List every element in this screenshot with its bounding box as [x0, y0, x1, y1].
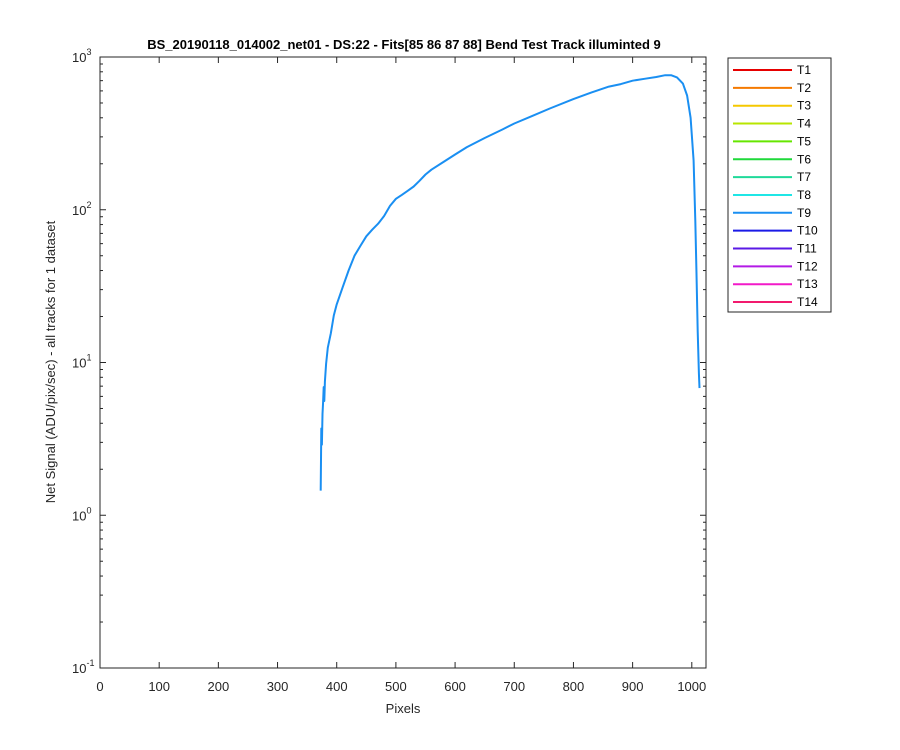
- chart-title: BS_20190118_014002_net01 - DS:22 - Fits[…: [147, 37, 661, 52]
- x-tick-label: 1000: [677, 679, 706, 694]
- x-axis-label: Pixels: [386, 701, 421, 716]
- legend-items: T1 T2 T3 T4 T5 T6 T7 T8 T9 T10 T11 T12 T13 T14: [733, 63, 818, 309]
- x-tick-label: 600: [444, 679, 466, 694]
- series-layer: [319, 74, 701, 491]
- legend-label-t10: T10: [797, 224, 818, 238]
- axes-box: [99, 56, 707, 669]
- x-tick-label: 0: [96, 679, 103, 694]
- x-tick-label: 800: [563, 679, 585, 694]
- y-tick-exponent: 1: [86, 353, 91, 363]
- legend-label-t1: T1: [797, 63, 811, 77]
- y-tick-exponent: 2: [86, 200, 91, 210]
- y-tick-label: 103: [72, 47, 91, 65]
- legend-label-t8: T8: [797, 188, 811, 202]
- y-tick-base: 10: [72, 50, 86, 65]
- y-tick-exponent: 3: [86, 47, 91, 57]
- legend-label-t14: T14: [797, 295, 818, 309]
- x-tick-label: 500: [385, 679, 407, 694]
- x-axis: 0 100 200 300 400 500 600 700 800 900 1000: [96, 57, 706, 694]
- x-tick-label: 400: [326, 679, 348, 694]
- y-tick-exponent: -1: [86, 658, 94, 668]
- plot-area: [99, 56, 707, 669]
- legend-label-t12: T12: [797, 259, 818, 273]
- y-axis-label: Net Signal (ADU/pix/sec) - all tracks fo…: [43, 220, 58, 503]
- y-tick-label: 100: [72, 505, 91, 523]
- legend-label-t13: T13: [797, 277, 818, 291]
- legend-label-t4: T4: [797, 117, 811, 131]
- x-tick-label: 900: [622, 679, 644, 694]
- x-tick-label: 200: [208, 679, 230, 694]
- x-tick-label: 100: [148, 679, 170, 694]
- y-tick-label: 10-1: [72, 658, 94, 676]
- y-tick-base: 10: [72, 203, 86, 218]
- legend-label-t9: T9: [797, 206, 811, 220]
- legend-label-t2: T2: [797, 81, 811, 95]
- legend-label-t7: T7: [797, 170, 811, 184]
- x-tick-label: 700: [503, 679, 525, 694]
- y-tick-label: 101: [72, 353, 91, 371]
- legend: T1 T2 T3 T4 T5 T6 T7 T8 T9 T10 T11 T12 T13 T14: [727, 57, 832, 313]
- series-line-t9: [319, 74, 701, 491]
- y-tick-label: 102: [72, 200, 91, 218]
- y-tick-base: 10: [72, 661, 86, 676]
- legend-label-t5: T5: [797, 134, 811, 148]
- y-tick-base: 10: [72, 356, 86, 371]
- legend-box: [727, 57, 832, 313]
- y-tick-base: 10: [72, 508, 86, 523]
- legend-label-t3: T3: [797, 99, 811, 113]
- legend-label-t6: T6: [797, 152, 811, 166]
- legend-label-t11: T11: [797, 242, 817, 256]
- y-tick-exponent: 0: [86, 505, 91, 515]
- x-tick-label: 300: [267, 679, 289, 694]
